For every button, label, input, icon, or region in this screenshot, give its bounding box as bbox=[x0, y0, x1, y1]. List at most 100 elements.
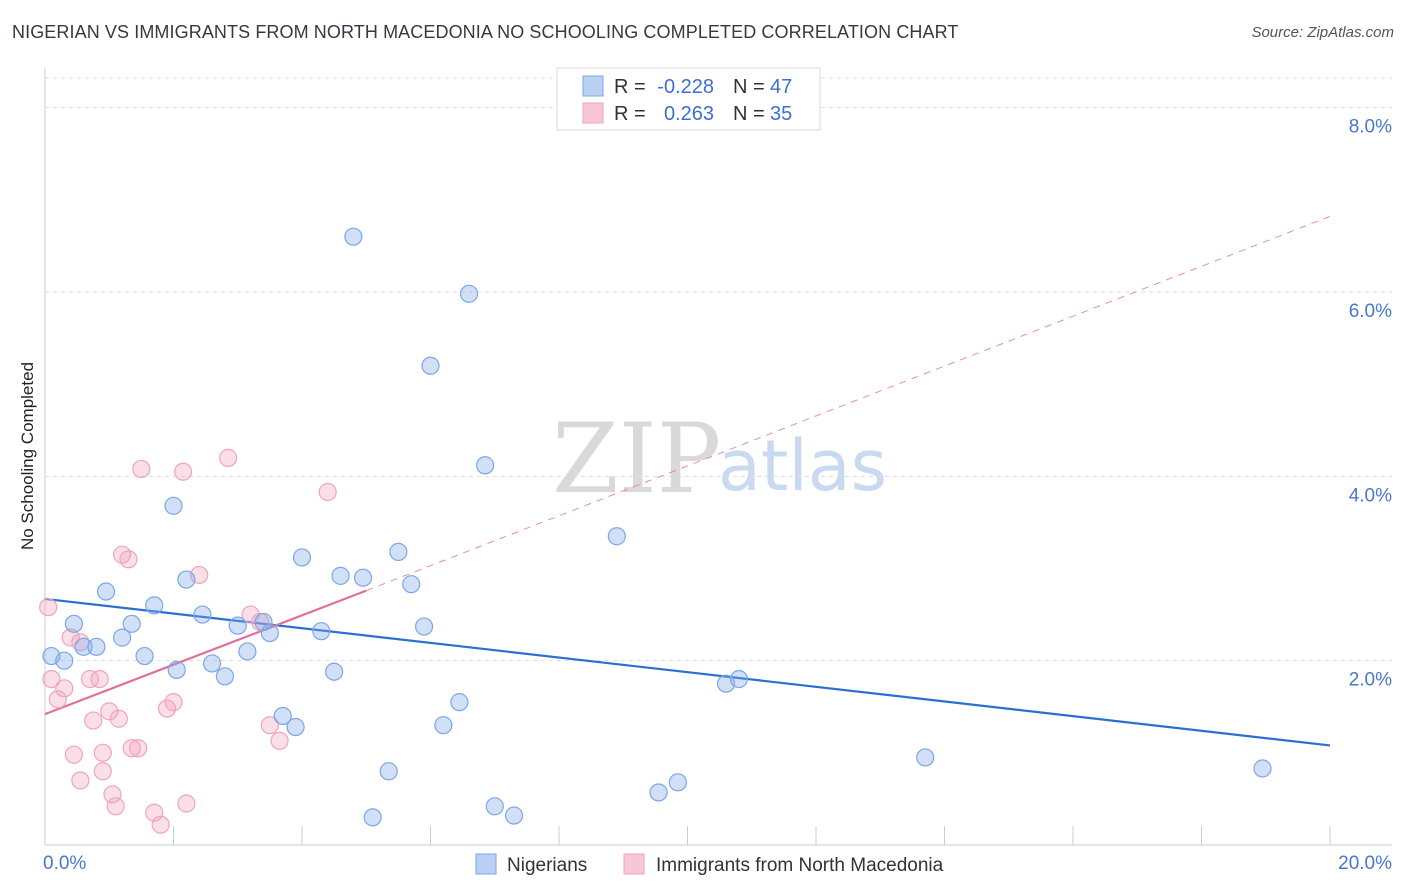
point-macedonia bbox=[93, 743, 112, 762]
point-nigerians bbox=[215, 667, 234, 686]
point-nigerians bbox=[504, 806, 524, 825]
watermark-zip: ZIP bbox=[552, 403, 721, 515]
point-nigerians bbox=[649, 783, 668, 802]
point-nigerians bbox=[353, 568, 373, 587]
chart-title: NIGERIAN VS IMMIGRANTS FROM NORTH MACEDO… bbox=[12, 22, 959, 42]
point-nigerians bbox=[260, 623, 279, 643]
x-axis-ticks bbox=[173, 826, 1331, 845]
point-macedonia bbox=[174, 462, 193, 481]
point-nigerians bbox=[273, 706, 292, 726]
point-nigerians bbox=[344, 227, 363, 246]
y-tick-label: 8.0% bbox=[1349, 117, 1392, 138]
point-macedonia bbox=[119, 550, 138, 569]
y-tick-labels: 2.0% 4.0% 6.0% 8.0% bbox=[1349, 117, 1392, 691]
point-macedonia bbox=[112, 545, 132, 564]
legend-swatch-blue bbox=[582, 75, 604, 97]
trend-lines bbox=[44, 215, 1331, 747]
point-macedonia bbox=[42, 669, 61, 689]
point-nigerians bbox=[167, 660, 186, 679]
y-tick-label: 6.0% bbox=[1349, 301, 1392, 322]
point-nigerians bbox=[379, 762, 398, 781]
point-macedonia bbox=[157, 699, 177, 718]
legend-r-label-1: R = bbox=[614, 76, 646, 98]
point-macedonia bbox=[260, 716, 279, 735]
point-nigerians bbox=[64, 614, 84, 633]
point-macedonia bbox=[64, 745, 84, 764]
legend-n-value-2: 35 bbox=[770, 103, 792, 125]
point-nigerians bbox=[1253, 759, 1272, 778]
point-macedonia bbox=[164, 693, 183, 712]
point-nigerians bbox=[74, 637, 93, 656]
point-nigerians bbox=[421, 356, 440, 375]
point-macedonia bbox=[318, 482, 337, 502]
legend-n-label-2: N = bbox=[733, 103, 765, 125]
point-nigerians bbox=[450, 693, 469, 712]
point-nigerians bbox=[325, 662, 344, 681]
point-macedonia bbox=[177, 794, 196, 813]
x-tick-label-min: 0.0% bbox=[43, 853, 86, 874]
point-macedonia bbox=[55, 679, 74, 698]
data-points bbox=[39, 227, 1272, 834]
point-macedonia bbox=[132, 459, 151, 479]
trend-line-macedonia-extension bbox=[366, 215, 1331, 592]
legend-n-label-1: N = bbox=[733, 76, 765, 98]
legend-r-value-2: 0.263 bbox=[664, 103, 714, 125]
point-nigerians bbox=[145, 596, 164, 615]
point-macedonia bbox=[39, 598, 58, 617]
point-nigerians bbox=[177, 570, 196, 589]
point-macedonia bbox=[129, 739, 148, 758]
source-credit: Source: ZipAtlas.com bbox=[1251, 24, 1394, 41]
bottom-legend-label-nigerians: Nigerians bbox=[507, 855, 587, 876]
point-nigerians bbox=[286, 717, 305, 737]
point-nigerians bbox=[485, 797, 504, 816]
point-macedonia bbox=[61, 628, 80, 647]
bottom-legend-label-macedonia: Immigrants from North Macedonia bbox=[656, 855, 944, 876]
point-macedonia bbox=[109, 709, 128, 728]
point-macedonia bbox=[84, 711, 103, 730]
legend-n-value-1: 47 bbox=[770, 76, 792, 98]
trend-line-nigerians bbox=[44, 597, 1331, 747]
trend-line-macedonia bbox=[44, 589, 367, 716]
point-macedonia bbox=[270, 731, 289, 750]
point-macedonia bbox=[151, 815, 170, 834]
point-nigerians bbox=[96, 582, 116, 601]
bottom-legend-swatch-nigerians bbox=[475, 853, 497, 875]
point-nigerians bbox=[164, 496, 183, 515]
x-tick-label-max: 20.0% bbox=[1338, 853, 1392, 874]
point-nigerians bbox=[916, 748, 935, 767]
y-tick-label: 4.0% bbox=[1349, 485, 1392, 506]
point-macedonia bbox=[122, 739, 141, 758]
point-nigerians bbox=[238, 642, 257, 661]
point-macedonia bbox=[219, 448, 238, 467]
correlation-legend: R = -0.228 N = 47 R = 0.263 N = 35 bbox=[556, 67, 821, 131]
point-nigerians bbox=[254, 612, 273, 632]
point-nigerians bbox=[228, 616, 247, 635]
watermark: ZIP atlas bbox=[552, 403, 887, 515]
y-axis-label: No Schooling Completed bbox=[18, 362, 37, 550]
point-nigerians bbox=[389, 542, 408, 562]
point-nigerians bbox=[122, 614, 141, 633]
point-nigerians bbox=[55, 651, 74, 670]
point-nigerians bbox=[193, 605, 212, 624]
point-macedonia bbox=[80, 669, 100, 689]
point-nigerians bbox=[87, 637, 106, 656]
point-macedonia bbox=[48, 690, 67, 709]
point-macedonia bbox=[71, 771, 90, 790]
point-macedonia bbox=[100, 702, 119, 721]
point-nigerians bbox=[135, 646, 154, 666]
point-nigerians bbox=[363, 808, 382, 827]
point-nigerians bbox=[312, 622, 331, 641]
point-nigerians bbox=[402, 575, 421, 594]
point-macedonia bbox=[90, 669, 109, 689]
point-macedonia bbox=[106, 797, 125, 816]
point-nigerians bbox=[414, 617, 434, 636]
bottom-legend-swatch-macedonia bbox=[623, 853, 645, 875]
point-nigerians bbox=[729, 669, 749, 689]
legend-r-label-2: R = bbox=[614, 103, 646, 125]
point-nigerians bbox=[476, 456, 495, 475]
point-nigerians bbox=[112, 628, 132, 647]
series-legend: Nigerians Immigrants from North Macedoni… bbox=[475, 853, 944, 876]
legend-r-value-1: -0.228 bbox=[657, 76, 714, 98]
y-tick-label: 2.0% bbox=[1349, 670, 1392, 691]
